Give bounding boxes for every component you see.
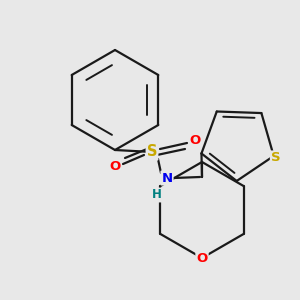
Text: O: O <box>196 251 208 265</box>
Text: S: S <box>271 152 281 164</box>
Text: N: N <box>161 172 172 184</box>
Text: H: H <box>152 188 162 202</box>
Text: S: S <box>147 145 157 160</box>
Text: O: O <box>189 134 201 146</box>
Text: O: O <box>110 160 121 173</box>
